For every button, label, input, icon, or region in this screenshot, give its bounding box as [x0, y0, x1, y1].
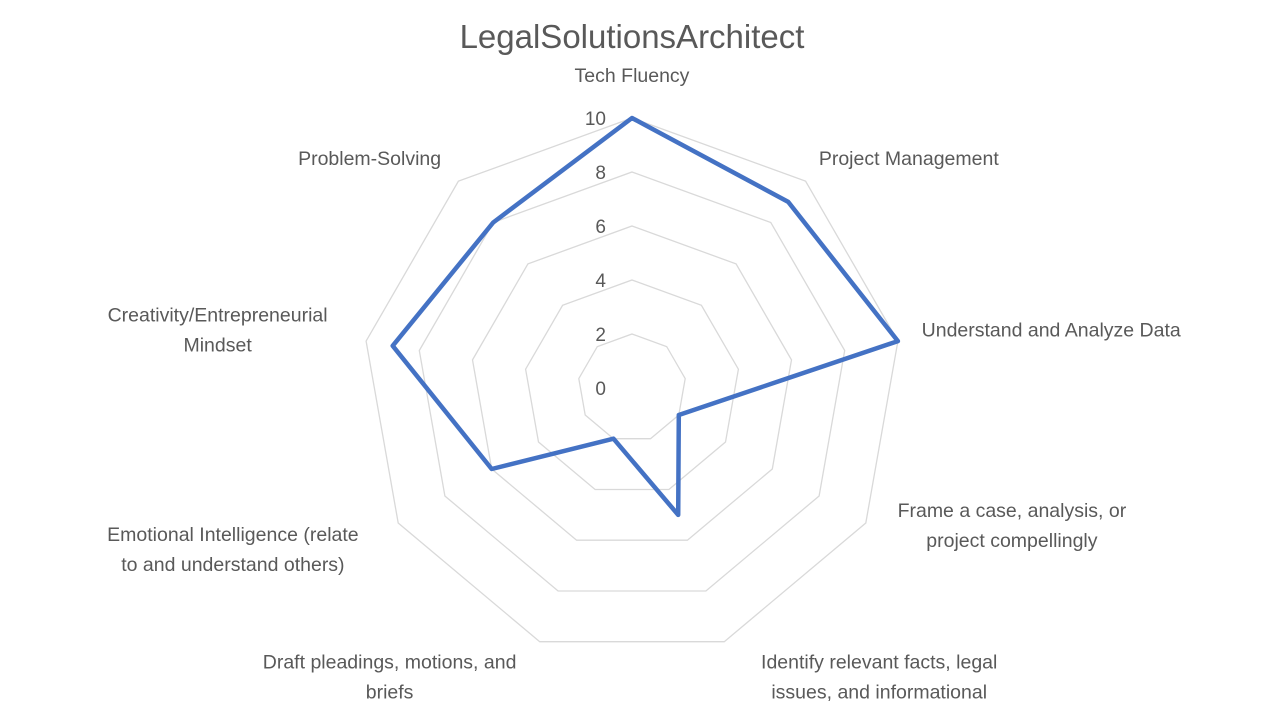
category-label-1: Project Management [819, 148, 1000, 170]
category-label-7: Creativity/Entrepreneurial Mindset [108, 305, 328, 357]
chart-title: LegalSolutionsArchitect [459, 18, 805, 55]
series-layer [390, 115, 901, 518]
category-label-5: Draft pleadings, motions, and briefs [263, 652, 517, 704]
series-line-0 [390, 115, 901, 518]
category-label-4: Identify relevant facts, legal issues, an… [761, 652, 997, 706]
tick-label-8: 8 [595, 163, 606, 184]
category-label-3: Frame a case, analysis, or project compel… [898, 500, 1127, 552]
grid-layer [365, 117, 899, 643]
gridline-ring-6 [471, 225, 793, 541]
category-label-8: Problem-Solving [298, 148, 441, 170]
tick-label-10: 10 [585, 109, 606, 130]
category-label-0: Tech Fluency [575, 65, 690, 87]
gridline-ring-10 [365, 117, 899, 643]
tick-label-4: 4 [595, 271, 606, 292]
category-label-2: Understand and Analyze Data [922, 320, 1181, 342]
tick-label-0: 0 [595, 379, 606, 400]
tick-label-6: 6 [595, 217, 606, 238]
gridline-ring-8 [418, 171, 846, 592]
tick-label-2: 2 [595, 325, 606, 346]
gridline-ring-4 [524, 279, 740, 491]
category-label-layer: Tech Fluency Project Management Understand… [107, 65, 1181, 706]
gridline-ring-2 [578, 333, 686, 440]
category-label-6: Emotional Intelligence (relate to and und… [107, 524, 358, 576]
tick-label-layer: 0 2 4 6 8 10 [585, 109, 607, 400]
